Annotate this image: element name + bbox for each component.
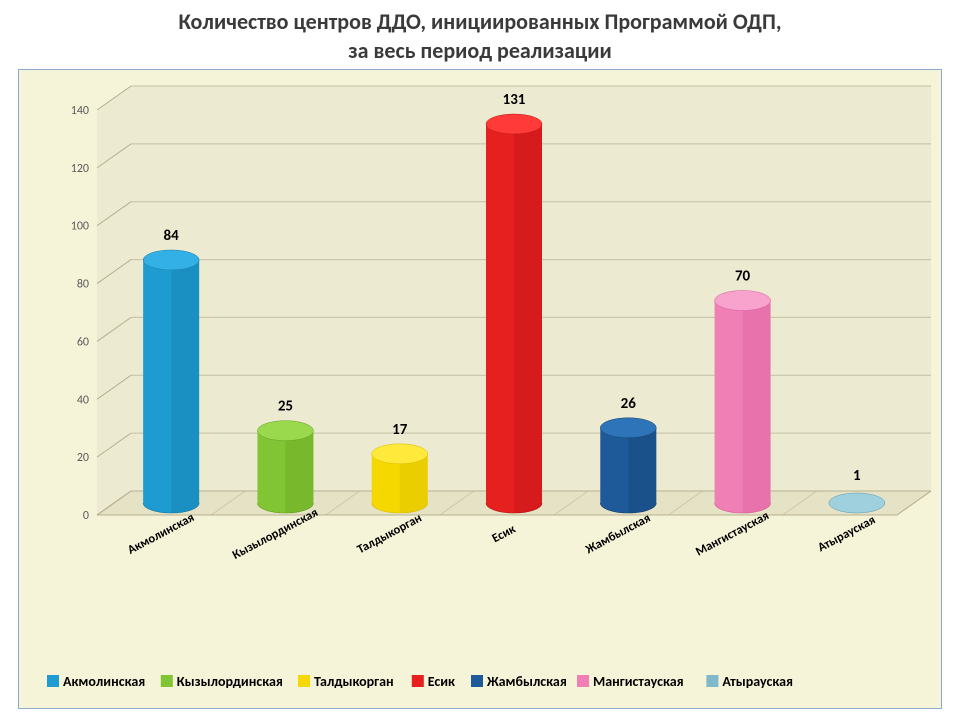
value-label: 84 [164,227,180,245]
bar-Мангистауская [715,291,771,514]
legend-swatch [471,675,483,687]
legend-swatch [47,675,59,687]
bar-Кызылординская [257,421,313,513]
title-line-1: Количество центров ДДО, инициированных П… [178,8,781,35]
value-label: 25 [278,398,293,416]
legend-label: Мангистауская [593,673,684,690]
legend-label: Есик [428,673,455,690]
value-label: 70 [735,268,751,286]
value-label: 1 [853,467,861,485]
legend-swatch [706,675,718,687]
legend-label: Атырауская [722,673,793,690]
bar-Жамбылская [600,418,656,513]
value-label: 131 [503,91,526,109]
legend-swatch [298,675,310,687]
legend-label: Кызылординская [177,673,283,690]
bar-Талдыкорган [372,444,428,513]
y-axis-label: 100 [71,220,89,234]
y-axis-label: 40 [77,393,89,407]
x-axis-label: Мангистауская [693,508,772,559]
value-label: 26 [621,395,637,413]
legend-swatch [412,675,424,687]
y-axis-label: 60 [77,336,89,350]
legend-label: Жамбылская [486,673,567,690]
x-axis-label: Талдыкорган [355,511,425,558]
legend-label: Акмолинская [63,673,145,690]
legend-swatch [161,675,173,687]
x-axis-label: Атырауская [815,513,878,556]
chart-svg: 0 20 40 60 80 100 120 140 84 25 17 131 26 70 1 Акмолинс… [19,70,941,708]
y-axis-label: 0 [83,509,89,523]
y-axis-label: 140 [71,104,89,118]
x-axis-label: Есик [490,521,519,546]
y-axis-label: 80 [77,278,89,292]
x-axis-label: Жамбылская [582,511,653,558]
y-axis-label: 120 [71,162,89,176]
legend-swatch [577,675,589,687]
bar-Атырауская [829,493,885,513]
legend-label: Талдыкорган [314,673,394,690]
value-label: 17 [392,421,408,439]
y-axis-label: 20 [77,451,89,465]
chart-title: Количество центров ДДО, инициированных П… [0,0,960,69]
bar-Есик [486,114,542,513]
title-line-2: за весь период реализации [348,37,611,64]
x-axis-label: Акмолинская [125,510,197,558]
chart-container: 0 20 40 60 80 100 120 140 84 25 17 131 26 70 1 Акмолинс… [18,69,942,709]
bar-Акмолинская [143,250,199,513]
